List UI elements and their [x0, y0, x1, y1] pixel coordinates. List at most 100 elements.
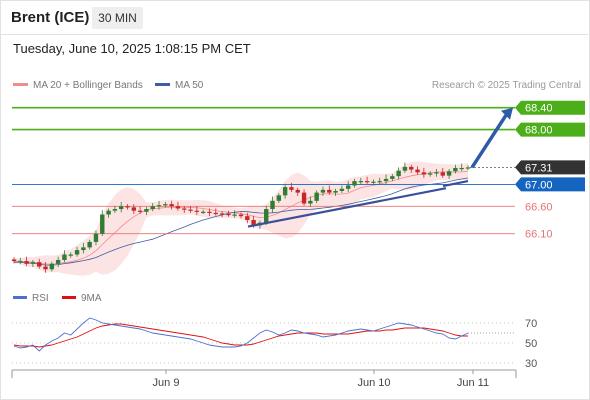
candle-body [264, 209, 269, 223]
level-tag-68-00 [515, 122, 585, 137]
candle-body [18, 261, 23, 263]
credit-label: Research © 2025 Trading Central [431, 80, 581, 91]
candle-body [465, 167, 471, 169]
candle-body [188, 209, 193, 211]
candle-body [352, 181, 357, 186]
candle-body [43, 266, 48, 270]
candle-body [371, 181, 376, 183]
candle-body [200, 211, 206, 213]
level-label-66-10: 66.10 [525, 229, 553, 241]
legend-item-ma50: MA 50 [155, 80, 203, 91]
legend-label-9ma: 9MA [81, 293, 102, 304]
candle-body [446, 171, 452, 176]
candle-body [49, 263, 55, 270]
candle-body [276, 195, 282, 201]
candle-body [245, 216, 250, 220]
candle-body [125, 206, 130, 208]
candle-body [270, 200, 275, 210]
rsi-tick-label-50: 50 [525, 338, 537, 350]
candle-body [213, 212, 218, 215]
candle-body [93, 233, 99, 242]
candle-body [327, 189, 332, 193]
level-label-68-40: 68.40 [525, 103, 553, 115]
candle-body [421, 172, 427, 175]
level-label-66-60: 66.60 [525, 201, 553, 213]
candle-body [156, 205, 162, 207]
candle-body [144, 209, 149, 212]
candle-body [345, 185, 351, 189]
x-tick-label: Jun 11 [457, 377, 489, 389]
candle-body [396, 170, 401, 177]
candle-body [358, 181, 364, 183]
level-tag-68-40 [515, 100, 585, 115]
candle-body [30, 262, 36, 264]
legend-item-bollinger: MA 20 + Bollinger Bands [13, 80, 143, 91]
rsi-swatch [13, 295, 27, 299]
candle-body [232, 214, 237, 216]
candle-body [377, 181, 382, 183]
candle-body [106, 210, 111, 215]
candle-body [169, 204, 174, 207]
legend-label-bollinger: MA 20 + Bollinger Bands [33, 80, 143, 91]
candle-body [24, 261, 29, 264]
candle-body [459, 167, 464, 170]
level-label-67-00: 67.00 [525, 179, 553, 191]
candle-body [251, 220, 256, 226]
candle-body [175, 206, 181, 209]
candle-body [390, 176, 395, 179]
candle-body [182, 208, 187, 210]
rsi-line [13, 317, 469, 352]
timestamp-label: Tuesday, June 10, 2025 1:08:15 PM CET [13, 41, 251, 56]
candle-body [55, 259, 61, 264]
candle-body [131, 207, 137, 211]
x-tick-label: Jun 10 [357, 377, 390, 389]
level-label-67-31: 67.31 [525, 162, 553, 174]
rsi-tick-label-70: 70 [525, 318, 537, 330]
legend-label-rsi: RSI [32, 293, 49, 304]
timeframe-badge[interactable]: 30 MIN [92, 7, 143, 29]
instrument-title: Brent (ICE) [11, 9, 90, 26]
candle-body [333, 190, 338, 193]
candle-body [37, 262, 42, 267]
level-tag-67-31 [515, 160, 585, 175]
candle-body [409, 166, 414, 170]
candle-body [339, 188, 345, 191]
candle-body [194, 210, 200, 212]
trendline [442, 180, 469, 188]
candle-body [440, 172, 445, 176]
candle-body [163, 204, 168, 206]
forecast-arrow [470, 112, 509, 169]
candle-body [383, 178, 389, 182]
candle-body [118, 206, 124, 210]
candle-body [219, 213, 225, 215]
level-label-68-00: 68.00 [525, 125, 553, 137]
chart-header: Brent (ICE) 30 MIN [0, 0, 588, 35]
candle-body [453, 167, 458, 172]
ma50-swatch [155, 82, 170, 86]
candle-body [81, 247, 86, 251]
candle-body [100, 214, 105, 234]
legend-item-9ma: 9MA [62, 293, 102, 304]
candle-body [62, 254, 67, 260]
trendline [247, 187, 447, 228]
candle-body [314, 192, 319, 201]
candle-body [415, 169, 420, 173]
9ma-swatch [62, 295, 76, 299]
candle-body [427, 173, 433, 175]
candle-body [364, 181, 370, 183]
candle-body [226, 213, 231, 216]
candle-body [68, 254, 73, 256]
candle-body [402, 166, 408, 171]
candle-body [301, 192, 307, 204]
legend-label-ma50: MA 50 [175, 80, 204, 91]
forecast-arrow-head [501, 107, 513, 120]
candle-body [137, 210, 143, 212]
candle-body [238, 214, 244, 217]
candle-body [320, 189, 326, 193]
candle-body [112, 209, 118, 211]
candle-body [74, 250, 80, 255]
candle-body [87, 241, 92, 248]
candle-body [295, 189, 300, 193]
candle-body [11, 259, 17, 262]
legend-item-rsi: RSI [13, 293, 49, 304]
